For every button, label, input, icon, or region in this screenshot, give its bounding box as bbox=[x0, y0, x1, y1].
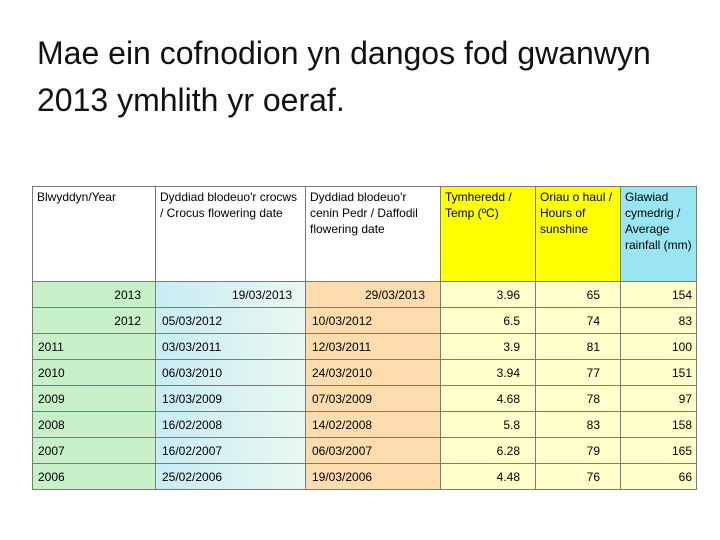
cell-sunshine: 77 bbox=[535, 359, 621, 386]
cell-rainfall: 154 bbox=[620, 281, 697, 308]
cell-daffodil-date: 10/03/2012 bbox=[305, 307, 441, 334]
cell-daffodil-date: 19/03/2006 bbox=[305, 463, 441, 490]
cell-daffodil-date: 07/03/2009 bbox=[305, 385, 441, 412]
cell-sunshine: 79 bbox=[535, 437, 621, 464]
cell-temperature: 6.28 bbox=[440, 437, 536, 464]
cell-crocus-date: 13/03/2009 bbox=[155, 385, 306, 412]
cell-rainfall: 97 bbox=[620, 385, 697, 412]
cell-rainfall: 100 bbox=[620, 333, 697, 360]
cell-year: 2008 bbox=[32, 411, 156, 438]
cell-rainfall: 165 bbox=[620, 437, 697, 464]
cell-year: 2013 bbox=[32, 281, 156, 308]
cell-daffodil-date: 29/03/2013 bbox=[305, 281, 441, 308]
cell-daffodil-date: 24/03/2010 bbox=[305, 359, 441, 386]
cell-crocus-date: 03/03/2011 bbox=[155, 333, 306, 360]
table-row: 2010 06/03/2010 24/03/2010 3.94 77 151 bbox=[32, 359, 697, 386]
cell-year: 2009 bbox=[32, 385, 156, 412]
cell-year: 2011 bbox=[32, 333, 156, 360]
cell-rainfall: 83 bbox=[620, 307, 697, 334]
flowering-weather-table: Blwyddyn/Year Dyddiad blodeuo'r crocws /… bbox=[32, 186, 697, 490]
cell-sunshine: 76 bbox=[535, 463, 621, 490]
cell-daffodil-date: 12/03/2011 bbox=[305, 333, 441, 360]
cell-temperature: 5.8 bbox=[440, 411, 536, 438]
cell-sunshine: 81 bbox=[535, 333, 621, 360]
cell-crocus-date: 06/03/2010 bbox=[155, 359, 306, 386]
cell-year: 2006 bbox=[32, 463, 156, 490]
header-rainfall: Glawiad cymedrig / Average rainfall (mm) bbox=[620, 186, 697, 282]
header-daffodil-date: Dyddiad blodeuo'r cenin Pedr / Daffodil … bbox=[305, 186, 441, 282]
cell-sunshine: 74 bbox=[535, 307, 621, 334]
cell-daffodil-date: 06/03/2007 bbox=[305, 437, 441, 464]
cell-rainfall: 151 bbox=[620, 359, 697, 386]
cell-sunshine: 83 bbox=[535, 411, 621, 438]
cell-temperature: 4.48 bbox=[440, 463, 536, 490]
cell-temperature: 4.68 bbox=[440, 385, 536, 412]
table-header-row: Blwyddyn/Year Dyddiad blodeuo'r crocws /… bbox=[32, 186, 697, 282]
cell-year: 2012 bbox=[32, 307, 156, 334]
cell-crocus-date: 16/02/2007 bbox=[155, 437, 306, 464]
cell-crocus-date: 19/03/2013 bbox=[155, 281, 306, 308]
header-sunshine: Oriau o haul / Hours of sunshine bbox=[535, 186, 621, 282]
cell-temperature: 6.5 bbox=[440, 307, 536, 334]
cell-sunshine: 78 bbox=[535, 385, 621, 412]
table-row: 2008 16/02/2008 14/02/2008 5.8 83 158 bbox=[32, 411, 697, 438]
slide-title: Mae ein cofnodion yn dangos fod gwanwyn … bbox=[37, 35, 651, 118]
table-row: 2006 25/02/2006 19/03/2006 4.48 76 66 bbox=[32, 463, 697, 490]
table-row: 2012 05/03/2012 10/03/2012 6.5 74 83 bbox=[32, 307, 697, 334]
header-crocus-date: Dyddiad blodeuo'r crocws / Crocus flower… bbox=[155, 186, 306, 282]
cell-rainfall: 66 bbox=[620, 463, 697, 490]
cell-daffodil-date: 14/02/2008 bbox=[305, 411, 441, 438]
cell-crocus-date: 25/02/2006 bbox=[155, 463, 306, 490]
weather-table-container: Blwyddyn/Year Dyddiad blodeuo'r crocws /… bbox=[32, 186, 697, 490]
cell-temperature: 3.96 bbox=[440, 281, 536, 308]
cell-temperature: 3.94 bbox=[440, 359, 536, 386]
cell-sunshine: 65 bbox=[535, 281, 621, 308]
cell-year: 2007 bbox=[32, 437, 156, 464]
cell-crocus-date: 16/02/2008 bbox=[155, 411, 306, 438]
table-row: 2011 03/03/2011 12/03/2011 3.9 81 100 bbox=[32, 333, 697, 360]
cell-rainfall: 158 bbox=[620, 411, 697, 438]
header-temperature: Tymheredd / Temp (ºC) bbox=[440, 186, 536, 282]
cell-year: 2010 bbox=[32, 359, 156, 386]
table-row: 2009 13/03/2009 07/03/2009 4.68 78 97 bbox=[32, 385, 697, 412]
cell-crocus-date: 05/03/2012 bbox=[155, 307, 306, 334]
header-year: Blwyddyn/Year bbox=[32, 186, 156, 282]
table-row: 2007 16/02/2007 06/03/2007 6.28 79 165 bbox=[32, 437, 697, 464]
cell-temperature: 3.9 bbox=[440, 333, 536, 360]
table-row: 2013 19/03/2013 29/03/2013 3.96 65 154 bbox=[32, 281, 697, 308]
